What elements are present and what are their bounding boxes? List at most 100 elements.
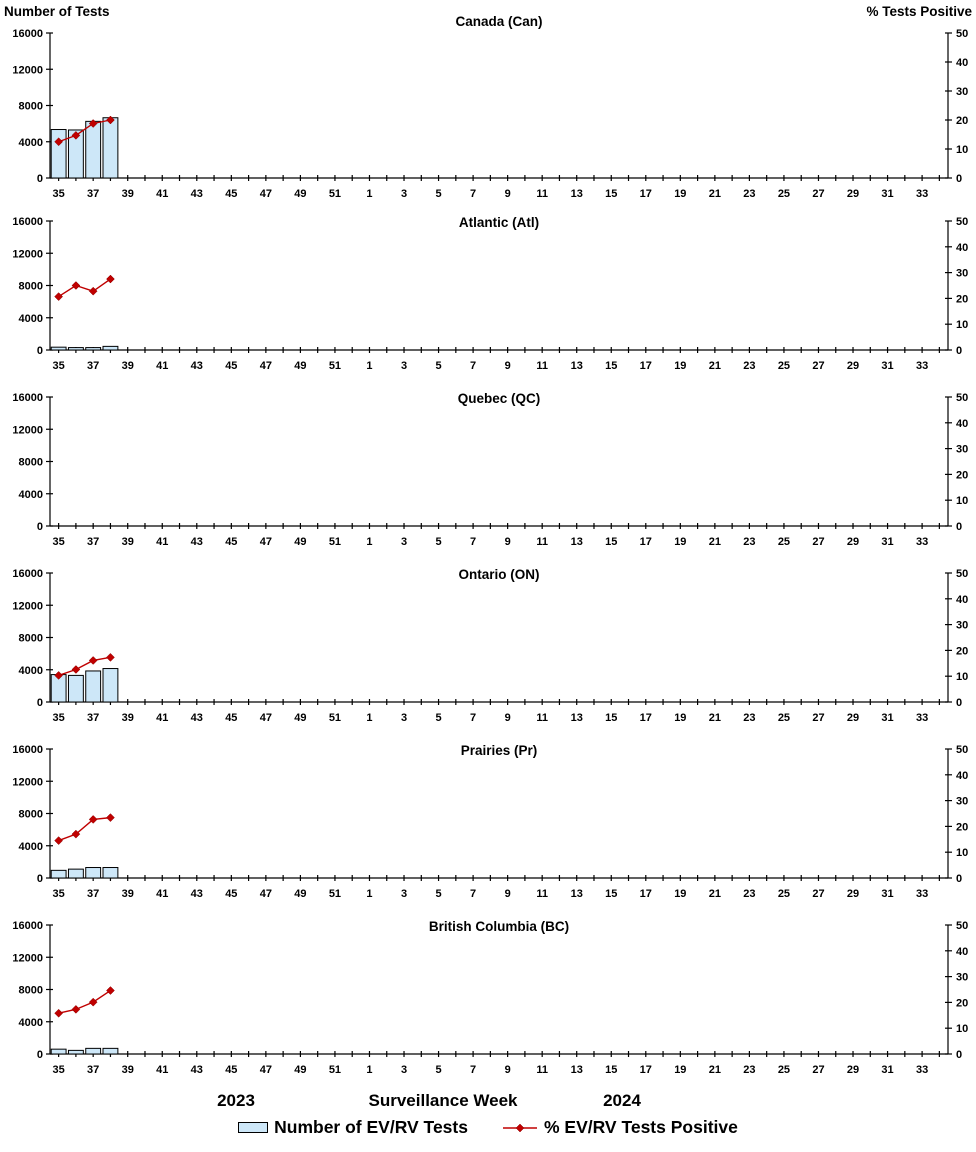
- x-axis-tick-label: 29: [847, 188, 859, 200]
- x-axis-tick-label: 9: [505, 888, 511, 900]
- x-axis-tick-label: 39: [122, 188, 134, 200]
- x-axis-tick-label: 5: [435, 536, 441, 548]
- x-axis-tick-label: 43: [191, 712, 203, 724]
- chart-title: Prairies (Pr): [461, 743, 538, 758]
- x-axis-tick-label: 25: [778, 536, 790, 548]
- y-axis-right-tick-label: 40: [956, 418, 968, 430]
- x-axis-tick-label: 35: [53, 1064, 65, 1076]
- x-axis-tick-label: 47: [260, 360, 272, 372]
- x-axis-tick-label: 1: [366, 1064, 372, 1076]
- x-axis-tick-label: 1: [366, 536, 372, 548]
- x-axis-tick-label: 45: [225, 712, 237, 724]
- x-axis-tick-label: 31: [881, 1064, 893, 1076]
- y-axis-right-tick-label: 30: [956, 86, 968, 98]
- y-axis-right-tick-label: 20: [956, 645, 968, 657]
- x-axis-tick-label: 31: [881, 536, 893, 548]
- pct-positive-marker: [106, 813, 115, 822]
- pct-positive-marker: [54, 137, 63, 147]
- line-legend-label: % EV/RV Tests Positive: [543, 1117, 738, 1137]
- x-axis-tick-label: 17: [640, 1064, 652, 1076]
- x-axis-tick-label: 13: [571, 188, 583, 200]
- x-axis-tick-label: 17: [640, 712, 652, 724]
- y-axis-right-tick-label: 10: [956, 671, 968, 683]
- x-axis-tick-label: 29: [847, 888, 859, 900]
- x-axis-tick-label: 27: [812, 712, 824, 724]
- y-axis-left-tick-label: 8000: [19, 281, 43, 293]
- x-axis-tick-label: 19: [674, 1064, 686, 1076]
- y-axis-right-tick-label: 0: [956, 345, 962, 357]
- x-axis-tick-label: 9: [505, 536, 511, 548]
- bar-legend-label: Number of EV/RV Tests: [274, 1117, 468, 1137]
- y-axis-right-tick-label: 50: [956, 392, 968, 404]
- x-axis-tick-label: 7: [470, 188, 476, 200]
- legend-item-tests: Number of EV/RV Tests: [238, 1117, 468, 1138]
- pct-positive-marker: [54, 292, 63, 301]
- pct-positive-marker: [71, 1005, 81, 1014]
- x-axis-tick-label: 5: [435, 360, 441, 372]
- x-axis-tick-label: 1: [366, 712, 372, 724]
- x-axis-tick-label: 35: [53, 188, 65, 200]
- y-axis-right-tick-label: 40: [956, 770, 968, 782]
- x-axis-tick-label: 3: [401, 188, 407, 200]
- x-axis-tick-label: 25: [778, 360, 790, 372]
- y-axis-left-tick-label: 16000: [12, 568, 43, 580]
- y-axis-left-tick-label: 12000: [12, 776, 43, 788]
- tests-bar: [50, 346, 67, 351]
- x-axis-tick-label: 51: [329, 536, 341, 548]
- x-axis-tick-label: 9: [505, 360, 511, 372]
- x-axis-tick-label: 23: [743, 1064, 755, 1076]
- y-axis-right-tick-label: 10: [956, 144, 968, 156]
- line-legend-marker-icon: [502, 1123, 537, 1132]
- x-axis-tick-label: 1: [366, 360, 372, 372]
- x-axis-tick-label: 5: [435, 712, 441, 724]
- y-axis-right-tick-label: 30: [956, 796, 968, 808]
- y-axis-right-tick-label: 50: [956, 568, 968, 580]
- y-axis-right-tick-label: 40: [956, 594, 968, 606]
- y-axis-left-tick-label: 4000: [19, 313, 43, 325]
- x-axis-tick-label: 29: [847, 712, 859, 724]
- x-axis-tick-label: 25: [778, 1064, 790, 1076]
- x-axis-tick-label: 41: [156, 188, 168, 200]
- x-axis-tick-label: 21: [709, 712, 721, 724]
- pct-positive-marker: [71, 131, 81, 140]
- y-axis-right-tick-label: 0: [956, 873, 962, 885]
- x-axis-tick-label: 11: [536, 188, 548, 200]
- y-axis-left-tick-label: 16000: [12, 920, 43, 932]
- x-axis-tick-label: 31: [881, 712, 893, 724]
- x-axis-tick-label: 11: [536, 712, 548, 724]
- chart-ontario: Ontario (ON) 0 4000 8000 12000 16000 0 10 20 30 40…: [12, 567, 968, 724]
- x-axis-tick-label: 15: [605, 360, 617, 372]
- tests-bar: [102, 345, 119, 351]
- x-axis-tick-label: 37: [87, 360, 99, 372]
- y-axis-left-tick-label: 8000: [19, 809, 43, 821]
- x-axis-tick-label: 41: [156, 360, 168, 372]
- x-axis-title: Surveillance Week: [368, 1091, 518, 1110]
- chart-panel-quebec: Quebec (QC) 0 4000 8000 12000 16000 0 10 20 30 40 5…: [0, 381, 976, 557]
- x-axis-tick-label: 13: [571, 1064, 583, 1076]
- x-axis-tick-label: 19: [674, 888, 686, 900]
- x-axis-tick-label: 37: [87, 712, 99, 724]
- y-axis-left-tick-label: 16000: [12, 28, 43, 40]
- tests-bar: [50, 869, 67, 879]
- chart-title: Ontario (ON): [459, 567, 540, 582]
- pct-positive-line: [58, 119, 111, 143]
- x-axis-tick-label: 51: [329, 1064, 341, 1076]
- tests-bar: [67, 674, 84, 703]
- x-axis-tick-label: 25: [778, 712, 790, 724]
- x-axis-tick-label: 11: [536, 888, 548, 900]
- x-axis-tick-label: 43: [191, 360, 203, 372]
- chart-prairies: Prairies (Pr) 0 4000 8000 12000 16000 0 10 20 30 4…: [12, 743, 968, 900]
- x-axis-tick-label: 19: [674, 536, 686, 548]
- pct-positive-marker: [54, 671, 63, 680]
- y-axis-right-tick-label: 50: [956, 744, 968, 756]
- pct-positive-marker: [88, 119, 98, 128]
- y-axis-left-tick-label: 16000: [12, 744, 43, 756]
- x-axis-tick-label: 7: [470, 360, 476, 372]
- y-axis-right-tick-label: 0: [956, 173, 962, 185]
- x-axis-tick-label: 49: [294, 188, 306, 200]
- x-axis-tick-label: 23: [743, 360, 755, 372]
- y-axis-left-tick-label: 4000: [19, 137, 43, 149]
- pct-positive-marker: [71, 665, 81, 674]
- y-axis-right-tick-label: 20: [956, 293, 968, 305]
- x-axis-tick-label: 11: [536, 1064, 548, 1076]
